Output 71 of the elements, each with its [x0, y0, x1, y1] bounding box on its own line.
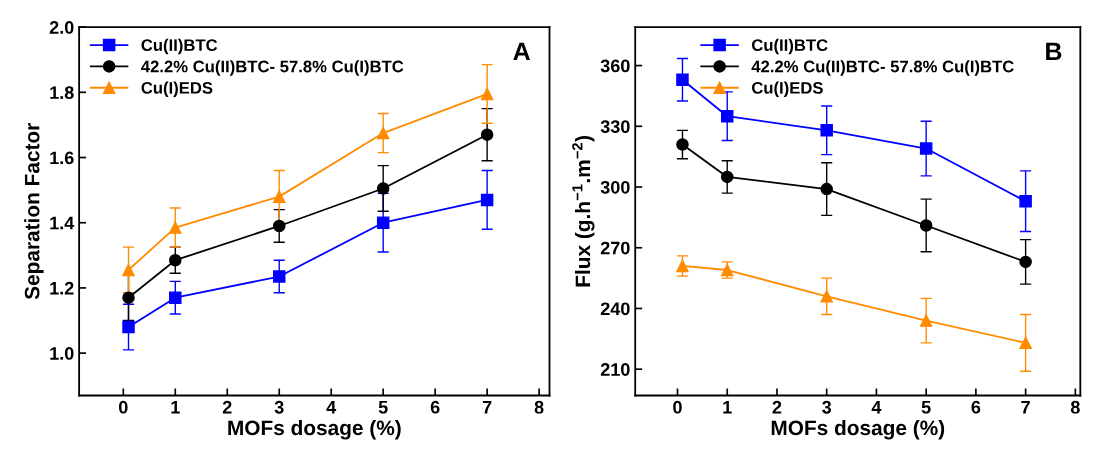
legend-label: 42.2% Cu(II)BTC- 57.8% Cu(I)BTC	[751, 60, 1014, 76]
x-tick-label: 6	[971, 400, 981, 414]
point	[376, 216, 390, 229]
point	[272, 190, 286, 203]
annotation: B	[1046, 42, 1062, 60]
point	[676, 138, 689, 151]
x-tick-label: 8	[1070, 400, 1080, 414]
x-tick-label: 1	[171, 401, 180, 414]
y-tick-label: 1.4	[50, 216, 75, 230]
point	[169, 291, 182, 304]
x-tick-label: 6	[430, 400, 440, 414]
x-tick-label: 5	[378, 401, 388, 414]
point	[720, 109, 734, 123]
y-tick-label: 210	[600, 363, 630, 376]
x-axis-title: MOFs dosage (%)	[228, 419, 401, 440]
x-tick-label: 4	[326, 401, 337, 414]
x-tick-label: 0	[119, 400, 128, 414]
point	[376, 182, 390, 195]
point	[376, 126, 390, 140]
y-tick-label: 300	[600, 180, 630, 194]
y-tick-label: 1.6	[50, 151, 74, 165]
point	[1019, 255, 1032, 269]
y-tick-label: 2.0	[49, 21, 74, 34]
legend-label: Cu(II)BTC	[751, 38, 828, 55]
point	[676, 259, 689, 273]
y-tick-label: 1.2	[50, 281, 74, 295]
x-tick-label: 3	[274, 400, 284, 414]
point	[272, 219, 286, 233]
y-tick-label: 1.8	[50, 86, 74, 100]
point	[1019, 336, 1032, 350]
legend-label: Cu(I)EDS	[141, 81, 213, 98]
x-tick-label: 5	[921, 401, 931, 414]
point	[169, 253, 182, 267]
point	[820, 182, 833, 196]
x-tick-label: 2	[772, 400, 782, 414]
x-tick-label: 1	[723, 401, 732, 414]
y-tick-label: 1.0	[50, 347, 74, 360]
y-axis-title: Flux (g.h$^{−1}$.m$^{−2}$)	[572, 136, 595, 287]
point	[820, 290, 833, 303]
point	[1019, 194, 1032, 208]
y-tick-label: 270	[600, 241, 630, 255]
x-tick-label: 3	[822, 400, 832, 414]
annotation: A	[513, 42, 531, 60]
point	[272, 270, 286, 283]
y-tick-label: 360	[600, 59, 630, 73]
x-tick-label: 2	[222, 400, 232, 414]
y-tick-label: 240	[600, 302, 630, 316]
legend-label: Cu(II)BTC	[141, 38, 218, 55]
point	[676, 73, 689, 86]
x-tick-label: 0	[673, 400, 682, 414]
point	[169, 221, 182, 234]
legend-label: Cu(I)EDS	[751, 81, 823, 98]
point	[720, 170, 734, 184]
point	[919, 142, 933, 155]
y-axis-title: Separation Factor	[24, 123, 44, 300]
point	[919, 314, 933, 327]
x-axis-title: MOFs dosage (%)	[771, 419, 945, 440]
x-tick-label: 8	[534, 400, 544, 414]
x-tick-label: 7	[482, 401, 492, 414]
point	[480, 87, 494, 101]
x-tick-label: 4	[871, 401, 882, 414]
y-tick-label: 330	[600, 120, 630, 134]
legend-label: 42.2% Cu(II)BTC- 57.8% Cu(I)BTC	[141, 60, 404, 76]
point	[122, 291, 135, 304]
point	[122, 320, 135, 334]
point	[820, 124, 833, 137]
point	[122, 263, 135, 277]
point	[480, 193, 494, 207]
point	[480, 128, 494, 141]
x-tick-label: 7	[1021, 401, 1030, 414]
point	[919, 219, 933, 232]
